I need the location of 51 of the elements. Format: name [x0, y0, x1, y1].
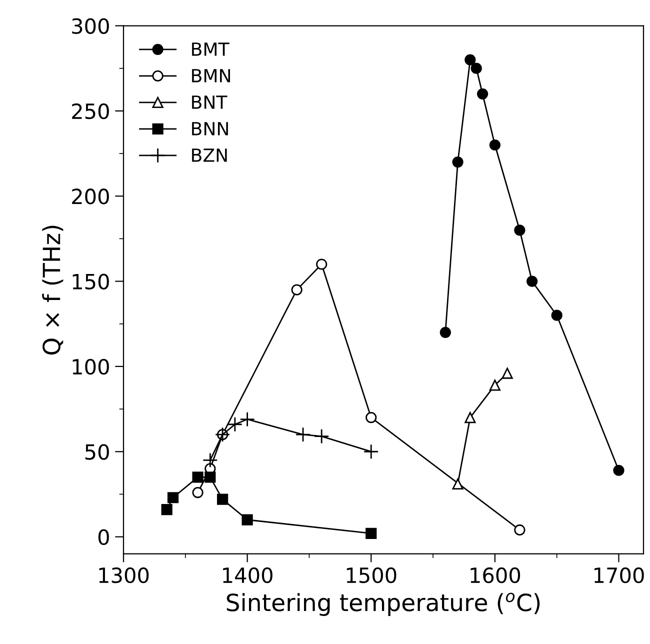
y-axis-title: Q × f (THz)	[42, 226, 64, 355]
point	[227, 416, 243, 432]
point	[192, 486, 204, 498]
y-tick-label: 200	[72, 188, 109, 204]
legend-label: BNN	[192, 122, 228, 136]
point	[452, 156, 464, 168]
point	[316, 258, 328, 270]
point	[204, 472, 216, 483]
point	[526, 276, 538, 287]
point	[363, 444, 379, 460]
point	[476, 88, 488, 100]
x-tick-label: 1600	[470, 567, 520, 584]
legend-label: BMT	[192, 42, 230, 56]
point	[551, 310, 562, 321]
y-tick-label: 50	[85, 444, 109, 460]
point	[452, 478, 464, 490]
point	[366, 412, 377, 424]
x-tick-label: 1300	[99, 567, 149, 584]
point	[167, 492, 179, 504]
point	[464, 54, 476, 66]
y-tick-label: 300	[72, 18, 109, 34]
point	[291, 284, 302, 296]
point	[240, 412, 255, 427]
x-tick-label: 1700	[594, 567, 644, 584]
legend-label: BMN	[192, 69, 230, 82]
x-tick-label: 1500	[346, 567, 396, 584]
point	[202, 452, 218, 468]
y-tick-label: 250	[72, 103, 109, 120]
y-tick-label: 150	[72, 274, 109, 290]
point	[489, 139, 500, 151]
point	[314, 428, 330, 444]
point	[514, 524, 526, 536]
point	[489, 380, 500, 391]
point	[192, 472, 204, 483]
point	[470, 62, 482, 74]
point	[613, 464, 624, 476]
legend-label: BNT	[192, 96, 228, 109]
point	[502, 368, 513, 379]
point	[216, 494, 228, 505]
point	[366, 528, 377, 539]
point	[161, 504, 172, 516]
point	[440, 326, 451, 338]
legend-label: BZN	[192, 148, 227, 162]
point	[464, 412, 476, 424]
point	[514, 224, 526, 236]
x-tick-label: 1400	[223, 567, 272, 584]
point	[242, 514, 253, 526]
x-axis-title: Sintering temperature ($^{o}$C)	[226, 592, 540, 616]
y-tick-label: 0	[98, 529, 109, 546]
y-tick-label: 100	[72, 358, 109, 375]
point	[295, 426, 311, 442]
